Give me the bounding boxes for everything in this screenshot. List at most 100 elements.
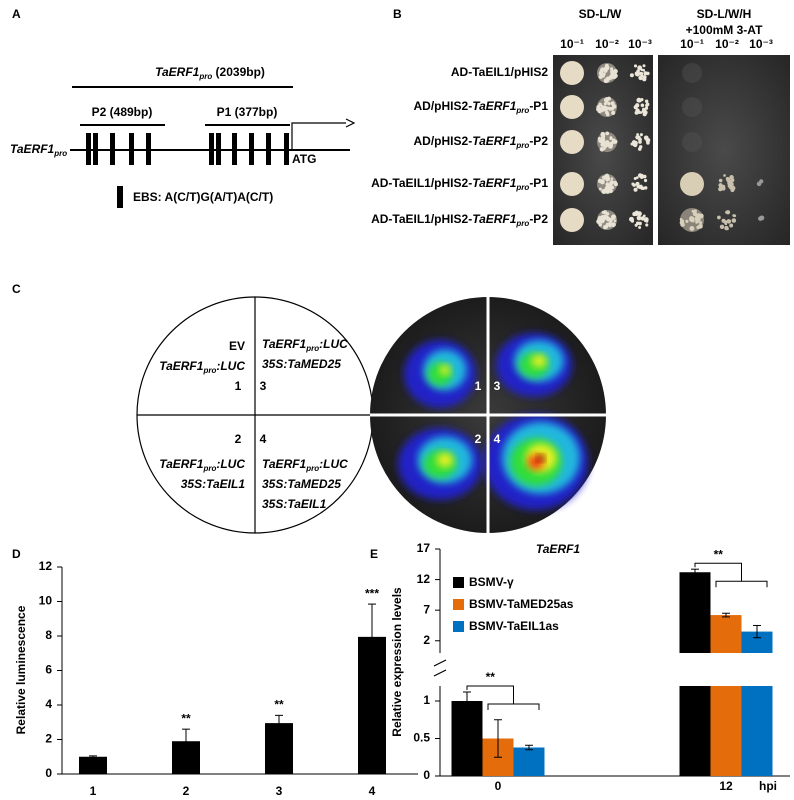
- dilution: 10⁻¹: [680, 37, 704, 51]
- promoter-title-part: pro: [198, 72, 212, 81]
- legend-label: BSMV-γ: [469, 575, 514, 589]
- row-label-part: -P1: [529, 176, 548, 190]
- colony-speck: [600, 219, 604, 222]
- colony: [560, 61, 584, 85]
- quadrant-text-part: pro: [202, 464, 216, 473]
- colony-speck: [725, 210, 729, 214]
- quadrant-text: 35S:TaMED25: [262, 357, 341, 371]
- significance: ***: [365, 586, 379, 600]
- colony-speck: [642, 214, 646, 218]
- legend-label: BSMV-TaEIL1as: [469, 619, 559, 633]
- image-number: 1: [475, 379, 482, 393]
- dilution: 10⁻³: [749, 37, 773, 51]
- significance: **: [486, 670, 496, 684]
- colony-speck: [721, 186, 726, 191]
- colony-speck: [645, 223, 649, 227]
- colony-speck: [638, 226, 642, 229]
- y-tick-label: 7: [423, 602, 430, 616]
- legend-swatch: [453, 621, 464, 632]
- quadrant-text-part: :LUC: [216, 457, 245, 471]
- colony: [560, 130, 584, 154]
- row-label: AD-TaEIL1/pHIS2-TaERF1pro-P2: [371, 212, 548, 228]
- luminescence: [531, 354, 547, 368]
- colony-speck: [636, 133, 640, 136]
- colony-speck: [634, 110, 639, 115]
- colony-speck: [604, 65, 610, 71]
- colony-faint: [682, 97, 702, 117]
- row-label-part: TaERF1: [472, 176, 517, 190]
- colony-speck: [596, 219, 601, 224]
- y-axis-label: Relative luminescence: [14, 605, 28, 734]
- tss-arrowhead: [345, 118, 356, 128]
- ebs-box: [249, 133, 254, 165]
- colony: [560, 95, 584, 119]
- colony-faint: [682, 63, 702, 83]
- ebs-box: [129, 133, 134, 165]
- panel-label: D: [12, 547, 21, 561]
- quadrant-number: 3: [260, 379, 267, 393]
- quadrant-text: TaERF1pro:LUC: [262, 337, 348, 353]
- colony-speck: [638, 145, 643, 149]
- colony-speck: [604, 106, 608, 110]
- ebs-box: [266, 133, 271, 165]
- ebs-box: [110, 133, 115, 165]
- bar-lower: [710, 686, 742, 776]
- row-label: AD/pHIS2-TaERF1pro-P2: [414, 134, 549, 150]
- colony-speck: [643, 75, 647, 79]
- colony-speck: [721, 218, 726, 223]
- colony-speck: [603, 102, 607, 106]
- x-tick-label: 1: [90, 784, 97, 798]
- significance-bracket: [466, 685, 514, 704]
- panel-label: A: [12, 7, 21, 21]
- colony-speck: [613, 219, 617, 223]
- colony-speck: [609, 219, 613, 223]
- colony-speck: [611, 110, 616, 115]
- colony-speck: [629, 216, 634, 222]
- quadrant-text-part: TaERF1: [159, 457, 204, 471]
- colony-speck: [629, 73, 634, 78]
- row-label-part: AD/pHIS2-: [414, 134, 473, 148]
- panel-label: C: [12, 282, 21, 296]
- colony-speck: [642, 112, 647, 117]
- chart-title: TaERF1: [536, 542, 581, 556]
- row-label-part: -P2: [529, 134, 548, 148]
- row-label: AD-TaEIL1/pHIS2: [451, 65, 548, 79]
- colony-speck: [719, 224, 725, 230]
- bar: [710, 615, 742, 653]
- row-label-part: TaERF1: [472, 99, 517, 113]
- bar-lower: [679, 686, 711, 776]
- colony-speck: [610, 177, 614, 180]
- y-tick-label: 0: [45, 766, 52, 780]
- colony-speck: [608, 106, 613, 111]
- colony-speck: [600, 67, 605, 72]
- significance: **: [274, 698, 284, 712]
- gene-label-part: TaERF1: [10, 142, 55, 156]
- row-label-part: TaERF1: [472, 212, 517, 226]
- colony-speck: [637, 211, 642, 217]
- panel-label: B: [393, 7, 402, 21]
- colony-speck: [600, 142, 605, 147]
- colony-speck: [632, 142, 638, 148]
- y-axis-label: Relative expression levels: [390, 587, 404, 737]
- colony-speck: [691, 219, 695, 223]
- colony-speck: [605, 131, 610, 136]
- colony-speck: [605, 215, 609, 219]
- x-tick-label: 0: [495, 779, 502, 793]
- colony-speck: [606, 212, 610, 216]
- quadrant-text-part: EV: [229, 339, 245, 353]
- ebs-box: [284, 133, 289, 165]
- colony-speck: [631, 182, 635, 186]
- x-tick-label: 3: [276, 784, 283, 798]
- colony-speck: [644, 99, 649, 104]
- colony-speck: [608, 188, 612, 193]
- y-tick-label: 12: [417, 572, 431, 586]
- colony-speck: [689, 225, 695, 231]
- gene-label-part: pro: [53, 149, 67, 158]
- bar: [741, 631, 773, 653]
- quadrant-text-part: pro: [202, 366, 216, 375]
- colony-speck: [603, 147, 606, 150]
- colony-speck: [717, 215, 721, 220]
- colony-speck: [638, 140, 642, 144]
- panel-label: E: [370, 547, 378, 561]
